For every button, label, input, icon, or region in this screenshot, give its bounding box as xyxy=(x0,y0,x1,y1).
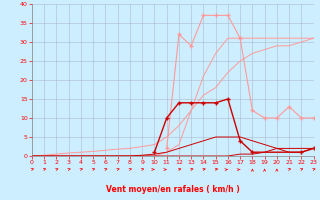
X-axis label: Vent moyen/en rafales ( km/h ): Vent moyen/en rafales ( km/h ) xyxy=(106,185,240,194)
